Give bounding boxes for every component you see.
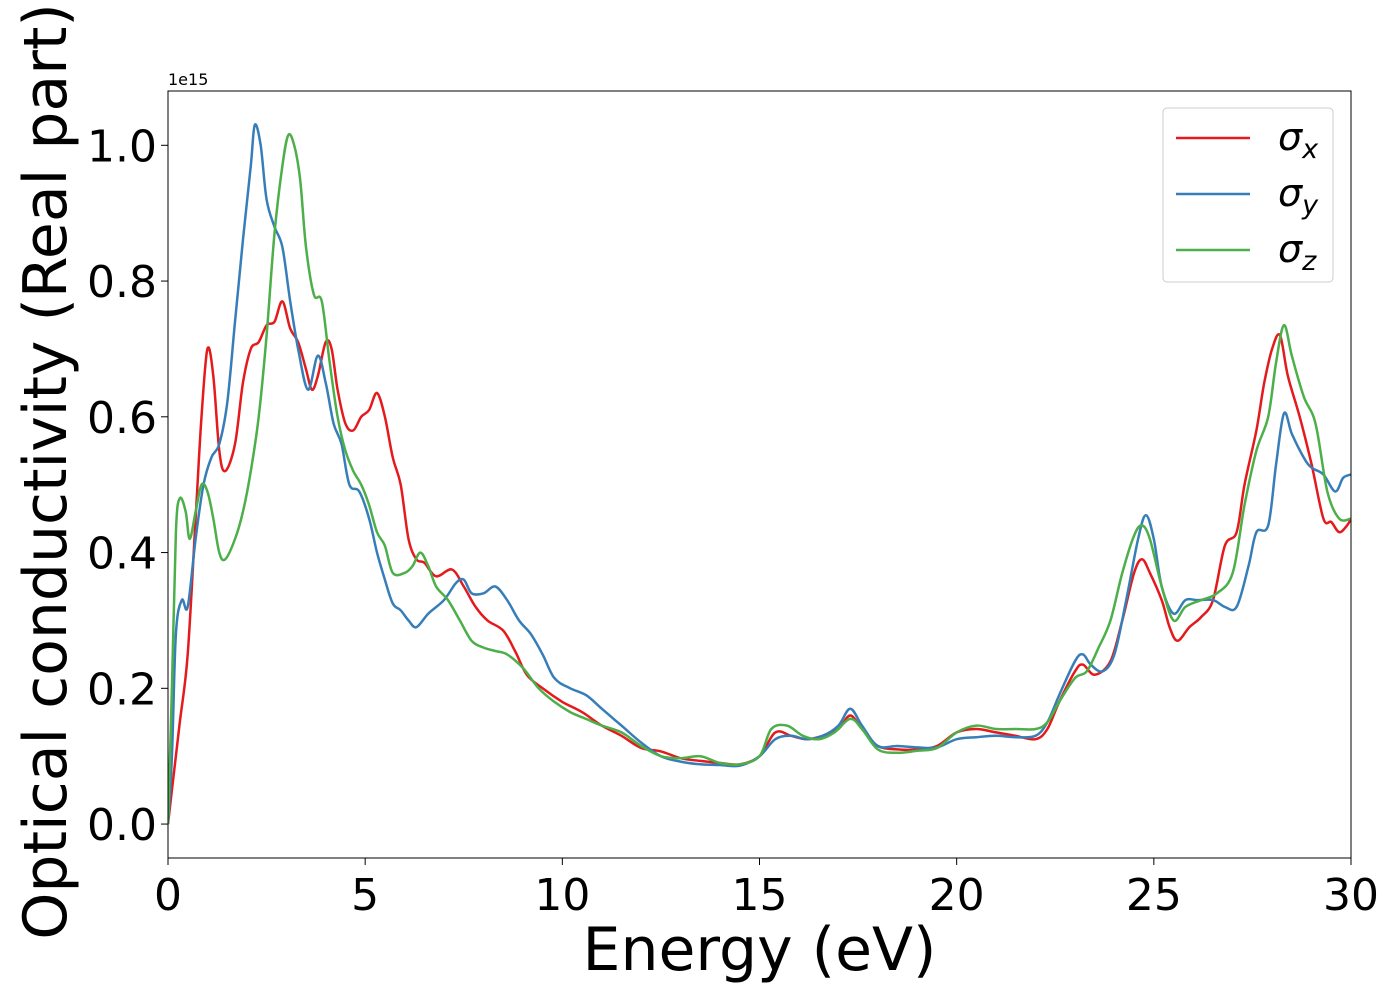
plot-lines (168, 123, 1351, 825)
legend-label: σx (1278, 115, 1319, 165)
y-tick-label: 0.6 (87, 393, 157, 444)
x-axis-ticks: 0 5 10 15 20 25 30 (154, 858, 1379, 921)
y-tick-label: 1.0 (87, 121, 157, 172)
x-tick-label: 10 (534, 870, 590, 921)
y-tick-label: 0.2 (87, 664, 157, 715)
series-line-1 (168, 300, 1351, 825)
series-line-3 (168, 132, 1351, 825)
x-tick-label: 5 (351, 870, 379, 921)
y-tick-label: 0.4 (87, 529, 157, 580)
legend: σx σy σz (1162, 107, 1334, 283)
x-tick-label: 15 (732, 870, 788, 921)
legend-label: σz (1278, 227, 1317, 277)
y-axis-multiplier: 1e15 (168, 70, 208, 89)
x-tick-label: 20 (929, 870, 985, 921)
x-tick-label: 25 (1126, 870, 1182, 921)
x-axis-title: Energy (eV) (583, 915, 937, 985)
y-tick-label: 0.8 (87, 257, 157, 308)
legend-label: σy (1278, 171, 1319, 221)
y-tick-label: 0.0 (87, 800, 157, 851)
x-tick-label: 0 (154, 870, 182, 921)
y-axis-title: Optical conductivity (Real part) (11, 3, 81, 940)
y-axis-ticks: 0.0 0.2 0.4 0.6 0.8 1.0 (87, 121, 168, 851)
x-tick-label: 30 (1323, 870, 1379, 921)
